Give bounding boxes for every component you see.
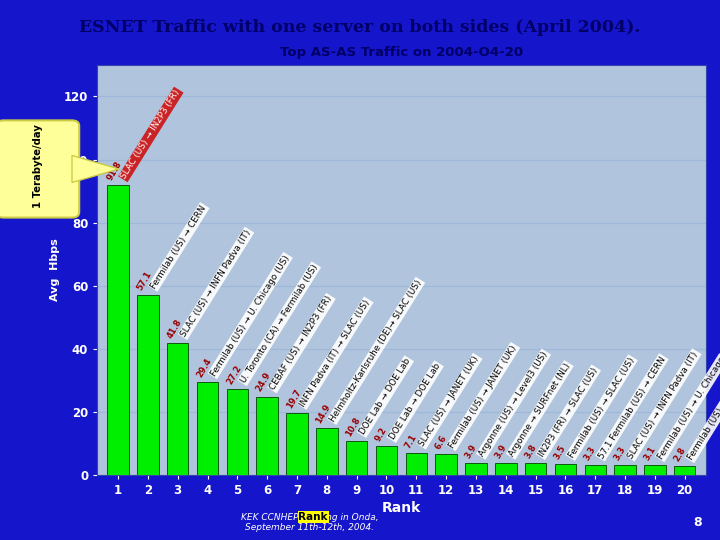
Text: Fermilab (US) → U. Chicago (US): Fermilab (US) → U. Chicago (US) bbox=[209, 253, 292, 377]
Text: KEK CCNHEP Meeting in Onda,
September 11th-12th, 2004.: KEK CCNHEP Meeting in Onda, September 11… bbox=[240, 513, 379, 532]
Text: SLAC (US) → INFN Padva (IT): SLAC (US) → INFN Padva (IT) bbox=[626, 350, 700, 460]
Bar bbox=[674, 467, 696, 475]
Text: ESNET Traffic with one server on both sides (April 2004).: ESNET Traffic with one server on both si… bbox=[79, 18, 641, 36]
Text: 3.5: 3.5 bbox=[553, 444, 568, 461]
Text: SLAC (US) → INFN Padva (IT): SLAC (US) → INFN Padva (IT) bbox=[179, 228, 253, 339]
Text: Fermilab (US) → U. Chicago: Fermilab (US) → U. Chicago bbox=[657, 355, 720, 461]
Bar bbox=[376, 446, 397, 475]
Text: 24.9: 24.9 bbox=[255, 371, 273, 394]
Text: 3.9: 3.9 bbox=[493, 442, 508, 460]
Text: 91.8: 91.8 bbox=[106, 160, 124, 182]
Bar bbox=[436, 454, 457, 475]
Text: Rank: Rank bbox=[299, 512, 328, 522]
Text: 8: 8 bbox=[693, 516, 702, 529]
Bar bbox=[614, 465, 636, 475]
Text: Top AS-AS Traffic on 2004-O4-20: Top AS-AS Traffic on 2004-O4-20 bbox=[280, 46, 523, 59]
Bar bbox=[554, 464, 576, 475]
Text: DOE Lab → DOE Lab: DOE Lab → DOE Lab bbox=[388, 362, 442, 441]
Text: Fermilab (US) → SLAC (US): Fermilab (US) → SLAC (US) bbox=[567, 356, 636, 460]
Bar bbox=[585, 465, 606, 475]
Bar bbox=[227, 389, 248, 475]
Y-axis label: Avg  Hbps: Avg Hbps bbox=[50, 239, 60, 301]
Text: 19.7: 19.7 bbox=[284, 388, 302, 410]
Text: U. Toronto (CA) → Fermilab (US): U. Toronto (CA) → Fermilab (US) bbox=[239, 263, 320, 384]
X-axis label: Rank: Rank bbox=[382, 502, 421, 515]
Text: 3.8: 3.8 bbox=[523, 443, 539, 460]
Text: SLAC (US) → IN2P3 (FR): SLAC (US) → IN2P3 (FR) bbox=[120, 88, 182, 181]
Text: 29.4: 29.4 bbox=[195, 357, 213, 379]
Text: 7.1: 7.1 bbox=[404, 432, 419, 450]
Text: 9.2: 9.2 bbox=[374, 426, 390, 443]
Text: 57.1 Fermilab (US) → CERN: 57.1 Fermilab (US) → CERN bbox=[597, 355, 667, 460]
Bar bbox=[346, 441, 367, 475]
Bar bbox=[107, 185, 129, 475]
Text: 3.3: 3.3 bbox=[613, 444, 628, 462]
Text: 3.3: 3.3 bbox=[582, 444, 598, 462]
Text: 41.8: 41.8 bbox=[165, 318, 184, 340]
Bar bbox=[644, 465, 665, 475]
Bar bbox=[167, 343, 189, 475]
Text: Fermilab (US) → CERN: Fermilab (US) → CERN bbox=[149, 204, 208, 290]
Text: Fermilab (US) → JANET (UK): Fermilab (US) → JANET (UK) bbox=[448, 343, 518, 450]
Text: Argonne (US) → Level3 (US): Argonne (US) → Level3 (US) bbox=[477, 350, 549, 458]
Text: IN2P3 (FR) → SLAC (US): IN2P3 (FR) → SLAC (US) bbox=[537, 366, 600, 458]
Text: 14.9: 14.9 bbox=[315, 402, 333, 425]
Text: 3.1: 3.1 bbox=[642, 445, 657, 462]
Text: 10.8: 10.8 bbox=[344, 416, 362, 438]
Text: 6.6: 6.6 bbox=[433, 434, 449, 451]
Bar bbox=[138, 295, 158, 475]
Text: Helmholtz-Karlsruhe (DE)→ SLAC (US): Helmholtz-Karlsruhe (DE)→ SLAC (US) bbox=[328, 278, 423, 423]
Text: CEBAF (US) → IN2P3 (FR): CEBAF (US) → IN2P3 (FR) bbox=[269, 294, 334, 392]
Bar bbox=[495, 463, 516, 475]
Text: 57.1: 57.1 bbox=[135, 269, 153, 292]
Text: 3.9: 3.9 bbox=[464, 442, 479, 460]
Text: 2.8: 2.8 bbox=[672, 446, 688, 463]
Bar bbox=[287, 413, 307, 475]
Bar bbox=[316, 428, 338, 475]
Text: Fermilab (US) → INFN Padva (IT): Fermilab (US) → INFN Padva (IT) bbox=[686, 339, 720, 462]
Text: 27.2: 27.2 bbox=[225, 364, 243, 386]
Bar bbox=[256, 396, 278, 475]
Bar bbox=[525, 463, 546, 475]
Bar bbox=[405, 453, 427, 475]
Text: INFN Padva (IT) → SLAC (US): INFN Padva (IT) → SLAC (US) bbox=[299, 298, 372, 408]
Bar bbox=[465, 463, 487, 475]
Bar bbox=[197, 382, 218, 475]
Text: DOE Lab → DOE Lab: DOE Lab → DOE Lab bbox=[358, 357, 413, 436]
Text: SLAC (US) → JANET (UK): SLAC (US) → JANET (UK) bbox=[418, 354, 481, 448]
Text: 1 Terabyte/day: 1 Terabyte/day bbox=[33, 124, 42, 208]
Text: Argonne → SURFnet (NL): Argonne → SURFnet (NL) bbox=[508, 362, 572, 458]
